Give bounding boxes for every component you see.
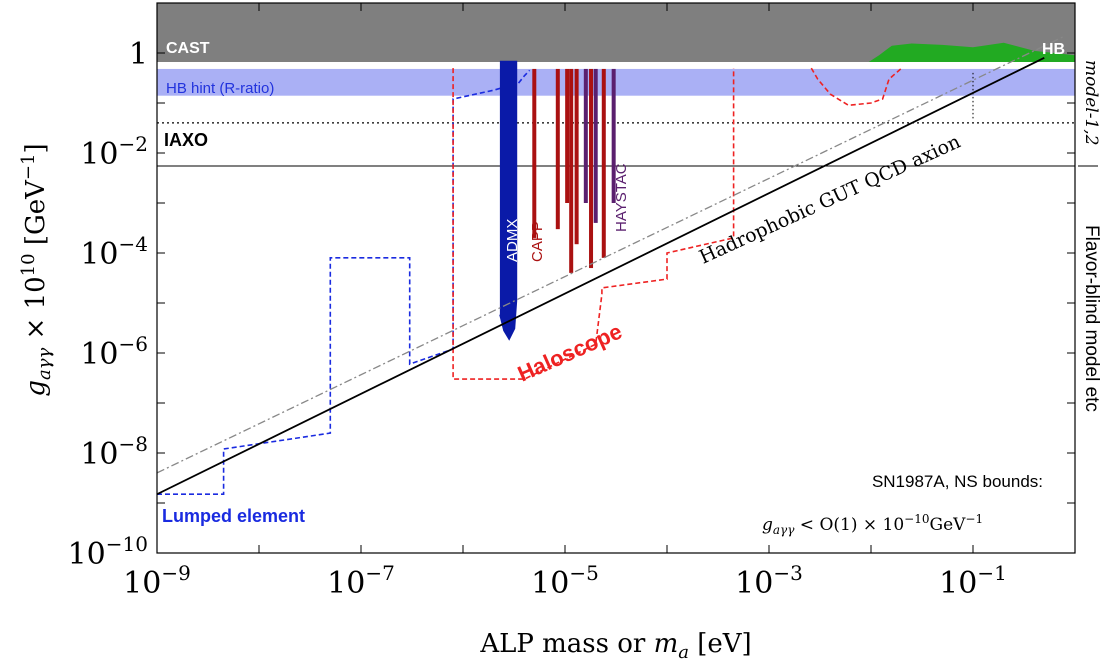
admx-region bbox=[499, 60, 518, 341]
lumped-element-curve bbox=[157, 69, 531, 495]
haystac-spikes bbox=[583, 68, 616, 223]
y-tick-label: 10−6 bbox=[80, 332, 148, 372]
capp-spike bbox=[601, 68, 606, 258]
capp-spike bbox=[589, 68, 594, 269]
x-tick-labels: 10−9 10−7 10−5 10−3 10−1 bbox=[123, 561, 1007, 601]
capp-label: CAPP bbox=[529, 221, 546, 262]
capp-spike bbox=[569, 68, 574, 273]
y-axis-ticks bbox=[157, 2, 1075, 554]
y-tick-label: 10−4 bbox=[80, 232, 148, 272]
qcd-axion-label: Hadrophobic GUT QCD axion bbox=[696, 131, 964, 269]
dashdot-line bbox=[157, 35, 1066, 474]
capp-spikes bbox=[532, 68, 606, 273]
bound-annotation: gaγγ < O(1) × 10−10GeV−1 bbox=[762, 512, 983, 537]
admx-label: ADMX bbox=[504, 219, 521, 262]
haystac-spike bbox=[611, 68, 616, 204]
y-axis-title: gaγγ × 1010 [GeV−1] bbox=[18, 143, 55, 396]
x-tick-label: 10−9 bbox=[123, 561, 191, 601]
x-tick-label: 10−7 bbox=[327, 561, 395, 601]
x-axis-title: ALP mass or ma [eV] bbox=[479, 629, 751, 663]
y-tick-labels: 10−10 10−8 10−6 10−4 10−2 1 bbox=[68, 37, 148, 572]
qcd-axion-line bbox=[157, 57, 1045, 496]
hb-region bbox=[868, 42, 1075, 62]
haloscope-label: Haloscope bbox=[514, 318, 626, 386]
iaxo-label: IAXO bbox=[164, 130, 208, 150]
y-tick-label: 10−8 bbox=[80, 432, 148, 472]
capp-spike bbox=[532, 68, 537, 238]
model-1-2-label: model-1,2 bbox=[1081, 60, 1101, 146]
flavor-blind-label: Flavor-blind model etc bbox=[1081, 225, 1102, 412]
hb-hint-band bbox=[157, 68, 1075, 96]
x-axis-ticks bbox=[156, 3, 1076, 553]
cast-label: CAST bbox=[166, 40, 210, 57]
haloscope-dip-curve bbox=[810, 67, 903, 107]
hb-label: HB bbox=[1042, 41, 1065, 58]
cast-separator bbox=[157, 62, 1075, 67]
y-tick-label: 1 bbox=[129, 37, 148, 72]
haloscope-curve bbox=[452, 68, 735, 380]
capp-spike bbox=[555, 68, 560, 230]
hb-hint-label: HB hint (R-ratio) bbox=[166, 80, 274, 97]
x-tick-label: 10−1 bbox=[939, 561, 1007, 601]
capp-spike bbox=[574, 68, 579, 245]
lumped-element-label: Lumped element bbox=[162, 506, 305, 526]
x-tick-label: 10−5 bbox=[531, 561, 599, 601]
capp-spike bbox=[565, 68, 570, 204]
y-tick-label: 10−2 bbox=[80, 132, 148, 172]
plot-area bbox=[157, 3, 1075, 496]
sn1987-annotation: SN1987A, NS bounds: bbox=[872, 472, 1043, 491]
haystac-spike bbox=[593, 68, 598, 223]
x-tick-label: 10−3 bbox=[735, 561, 803, 601]
haystac-spike bbox=[583, 68, 588, 204]
y-tick-label: 10−10 bbox=[68, 532, 148, 572]
haystac-label: HAYSTAC bbox=[613, 163, 630, 232]
plot-frame bbox=[156, 2, 1076, 554]
